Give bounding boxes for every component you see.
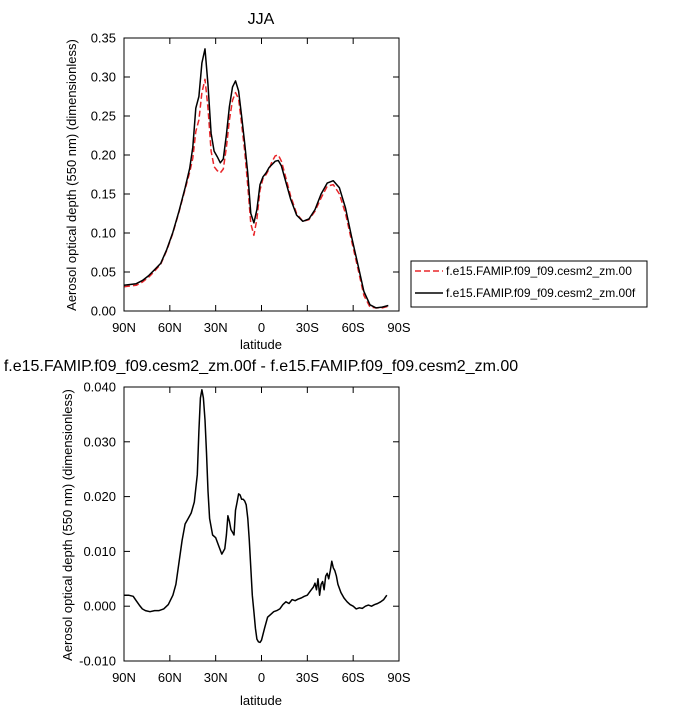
top-y-tick-label: 0.00 (91, 304, 116, 319)
top-y-tick-label: 0.25 (91, 109, 116, 124)
legend-label-series-1: f.e15.FAMIP.f09_f09.cesm2_zm.00 (446, 264, 632, 278)
top-y-tick-label: 0.05 (91, 265, 116, 280)
top-y-axis: 0.00 0.05 0.10 0.15 0.20 0.25 0.30 0.35 (91, 31, 399, 319)
bottom-x-tick-label: 60N (158, 670, 182, 685)
top-series-line-1 (123, 78, 389, 309)
top-y-tick-label: 0.20 (91, 148, 116, 163)
bottom-plot-frame (123, 386, 400, 662)
bottom-y-axis: -0.010 0.000 0.010 0.020 0.030 0.040 (79, 380, 399, 669)
bottom-x-tick-label: 30S (296, 670, 319, 685)
top-y-axis-label: Aerosol optical depth (550 nm) (dimensio… (64, 39, 79, 311)
bottom-y-tick-label: 0.000 (83, 599, 116, 614)
bottom-y-tick-label: 0.030 (83, 434, 116, 449)
bottom-x-axis-label: latitude (240, 693, 282, 708)
top-x-tick-label: 0 (258, 320, 265, 335)
top-x-tick-label: 30S (296, 320, 319, 335)
top-series-line-2 (123, 48, 389, 309)
legend: f.e15.FAMIP.f09_f09.cesm2_zm.00 f.e15.FA… (410, 260, 648, 308)
bottom-y-tick-label: 0.010 (83, 544, 116, 559)
legend-label-series-2: f.e15.FAMIP.f09_f09.cesm2_zm.00f (446, 286, 636, 300)
top-x-tick-label: 30N (204, 320, 228, 335)
top-chart-title: JJA (248, 11, 275, 28)
top-x-axis-label: latitude (240, 337, 282, 352)
bottom-series-layer (124, 388, 388, 644)
bottom-series-line-1 (124, 388, 388, 644)
bottom-x-tick-label: 0 (258, 670, 265, 685)
top-y-tick-label: 0.35 (91, 31, 116, 46)
bottom-x-axis: 90N 60N 30N 0 30S 60S 90S (112, 387, 411, 685)
legend-box (410, 260, 648, 308)
bottom-x-tick-label: 30N (204, 670, 228, 685)
top-x-tick-label: 60S (342, 320, 365, 335)
top-y-tick-label: 0.30 (91, 70, 116, 85)
bottom-x-tick-label: 60S (342, 670, 365, 685)
top-x-tick-label: 90S (387, 320, 410, 335)
bottom-y-tick-label: -0.010 (79, 654, 116, 669)
top-x-tick-label: 90N (112, 320, 136, 335)
bottom-y-tick-label: 0.020 (83, 489, 116, 504)
top-x-axis: 90N 60N 30N 0 30S 60S 90S (112, 38, 411, 335)
top-series-layer (123, 48, 389, 309)
bottom-chart-title: f.e15.FAMIP.f09_f09.cesm2_zm.00f - f.e15… (4, 358, 518, 375)
top-y-tick-label: 0.15 (91, 187, 116, 202)
top-y-tick-label: 0.10 (91, 226, 116, 241)
bottom-x-tick-label: 90S (387, 670, 410, 685)
bottom-x-tick-label: 90N (112, 670, 136, 685)
top-panel: JJA 90N 60N 30N 0 30S 60S 90S 0.00 0.05 0.10 0.15… (64, 11, 411, 352)
bottom-y-axis-label: Aerosol optical depth (550 nm) (dimensio… (60, 389, 75, 661)
top-x-tick-label: 60N (158, 320, 182, 335)
bottom-y-tick-label: 0.040 (83, 380, 116, 395)
bottom-panel: f.e15.FAMIP.f09_f09.cesm2_zm.00f - f.e15… (4, 358, 518, 708)
